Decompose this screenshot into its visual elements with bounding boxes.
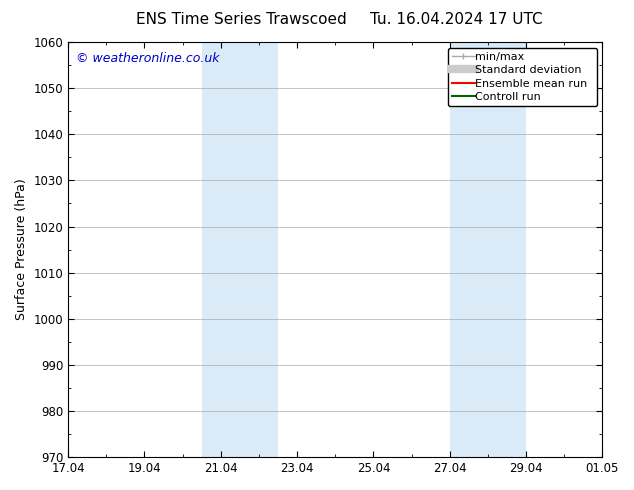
Bar: [202, 42, 278, 457]
Legend: min/max, Standard deviation, Ensemble mean run, Controll run: min/max, Standard deviation, Ensemble me…: [448, 48, 597, 106]
Text: ENS Time Series Trawscoed: ENS Time Series Trawscoed: [136, 12, 346, 27]
Y-axis label: Surface Pressure (hPa): Surface Pressure (hPa): [15, 179, 28, 320]
Text: © weatheronline.co.uk: © weatheronline.co.uk: [76, 52, 219, 66]
Text: Tu. 16.04.2024 17 UTC: Tu. 16.04.2024 17 UTC: [370, 12, 543, 27]
Bar: [450, 42, 526, 457]
